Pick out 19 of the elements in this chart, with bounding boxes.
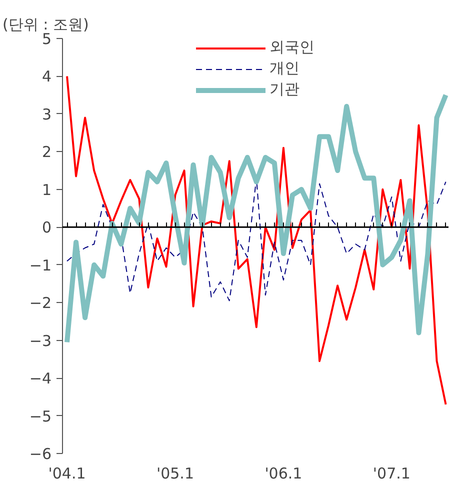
x-tick-label: '07.1: [372, 464, 410, 482]
y-tick-label: −5: [29, 407, 52, 426]
y-tick-label: −3: [29, 332, 52, 350]
legend-label: 외국인: [270, 38, 314, 57]
y-tick-label: −2: [29, 294, 52, 312]
legend-label: 기관: [270, 80, 300, 99]
y-tick-label: 3: [42, 105, 52, 124]
x-tick-label: '05.1: [156, 464, 194, 482]
y-tick-label: −1: [29, 256, 52, 274]
y-tick-label: −4: [29, 370, 52, 388]
x-tick-label: '06.1: [264, 464, 302, 482]
y-tick-label: 4: [42, 68, 52, 86]
y-tick-label: −6: [29, 445, 52, 463]
y-tick-label: 2: [42, 143, 52, 162]
y-tick-label: 0: [42, 218, 52, 237]
y-tick-label: 1: [42, 180, 52, 199]
legend-label: 개인: [270, 59, 300, 78]
x-tick-label: '04.1: [48, 464, 86, 482]
line-series: [66, 75, 447, 406]
